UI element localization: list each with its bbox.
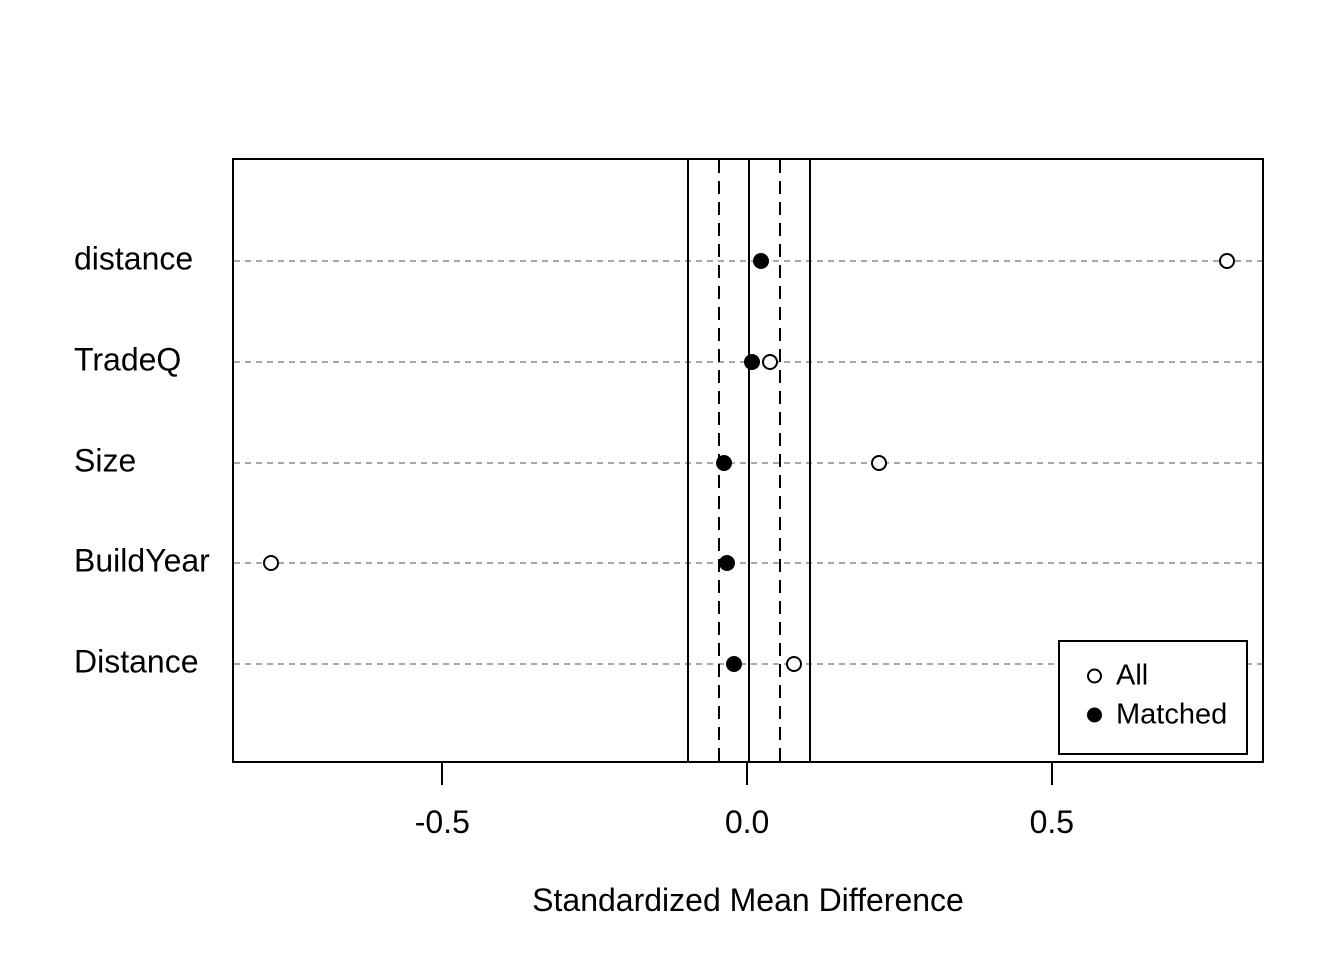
data-point-open-tradeq — [761, 353, 778, 370]
gridline-distance — [234, 259, 1262, 262]
y-axis-label-size: Size — [74, 442, 137, 478]
reference-line--0.1 — [687, 160, 690, 761]
data-point-filled-size — [716, 454, 733, 471]
x-tick-mark — [746, 763, 749, 785]
data-point-open-buildyear — [263, 555, 280, 572]
x-tick-label: -0.5 — [414, 804, 470, 840]
reference-line-0 — [748, 160, 751, 761]
legend-entry-matched: Matched — [1060, 699, 1246, 731]
data-point-filled-buildyear — [719, 555, 736, 572]
legend-label: All — [1116, 659, 1149, 692]
reference-line-0.1 — [809, 160, 812, 761]
data-point-filled-distance — [753, 252, 770, 269]
plot-area — [232, 158, 1264, 763]
y-axis-label-tradeq: TradeQ — [74, 341, 182, 378]
data-point-open-distance — [786, 656, 803, 673]
x-tick-label: 0.0 — [724, 804, 770, 840]
gridline-distance — [234, 663, 1262, 666]
x-axis-title: Standardized Mean Difference — [532, 882, 964, 918]
reference-line-0.05 — [778, 160, 781, 761]
data-point-open-distance — [1218, 252, 1235, 269]
y-axis-label-buildyear: BuildYear — [74, 542, 210, 579]
y-axis-label-distance: distance — [74, 240, 194, 277]
x-tick-mark — [441, 763, 444, 785]
legend-marker-filled-circle — [1087, 707, 1102, 723]
gridline-size — [234, 461, 1262, 464]
legend-entry-all: All — [1060, 660, 1246, 692]
data-point-filled-tradeq — [744, 353, 761, 370]
y-axis-label-distance: Distance — [74, 643, 199, 680]
x-tick-label: 0.5 — [1029, 804, 1075, 840]
x-tick-mark — [1050, 763, 1053, 785]
gridline-buildyear — [234, 562, 1262, 565]
legend-marker-open-circle — [1087, 668, 1102, 684]
legend-label: Matched — [1116, 698, 1228, 731]
data-point-open-size — [870, 454, 887, 471]
data-point-filled-distance — [725, 656, 742, 673]
legend: All Matched — [1058, 640, 1248, 755]
